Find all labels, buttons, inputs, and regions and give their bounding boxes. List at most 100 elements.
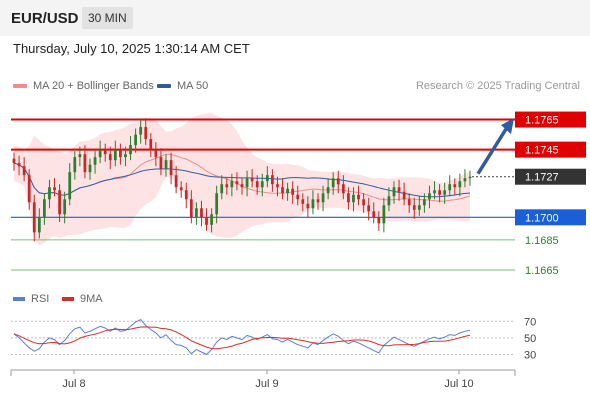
candle-body [331, 178, 335, 188]
candle-body [423, 199, 426, 206]
candle-body [367, 205, 371, 212]
legend-swatch-ma20 [13, 84, 27, 89]
candle-body [164, 160, 168, 170]
legend-item-ma20: MA 20 + Bollinger Bands [13, 80, 154, 92]
candle-body [443, 190, 447, 195]
candle-body [468, 176, 472, 179]
candle-body [250, 178, 254, 182]
candle-body [260, 181, 264, 188]
candle-body [139, 127, 143, 135]
candle-body [83, 154, 87, 173]
candle-body [362, 199, 365, 206]
legend-label-ma50: MA 50 [177, 80, 209, 92]
candle-body [103, 149, 107, 155]
candle-body [48, 187, 51, 200]
candle-body [255, 181, 259, 188]
candle-body [372, 211, 376, 218]
candle-body [27, 175, 31, 203]
candle-body [63, 199, 67, 215]
candle-body [159, 157, 163, 170]
candle-body [189, 199, 193, 218]
candle-body [144, 127, 148, 140]
candle-body [32, 202, 36, 233]
candle-body [12, 158, 16, 164]
candle-body [438, 190, 441, 195]
candle-body [195, 208, 198, 218]
support-tag [515, 209, 586, 226]
last-price-label: 1.1727 [525, 172, 559, 184]
rsi-level-label: 70 [524, 316, 536, 328]
candle-body [311, 199, 315, 209]
candle-body [113, 149, 117, 161]
candle-body [463, 178, 467, 182]
candle-body [68, 172, 72, 200]
research-credit: Research © 2025 Trading Central [415, 80, 580, 92]
candle-body [37, 217, 41, 233]
candle-body [98, 149, 102, 158]
candle-body [402, 191, 406, 200]
candle-body [53, 187, 56, 191]
rsi-level-label: 30 [524, 350, 536, 362]
candle-body [245, 178, 249, 188]
candle-body [265, 175, 269, 182]
candle-body [453, 184, 457, 188]
candle-body [129, 145, 132, 155]
x-tick-label: Jul 10 [444, 378, 473, 390]
projection-arrow-head [501, 118, 514, 135]
timeframe-button[interactable]: 30 MIN [82, 7, 133, 29]
candle-body [347, 193, 350, 203]
candle-body [286, 188, 289, 194]
candle-body [448, 184, 452, 191]
candle-body [301, 199, 305, 204]
candle-body [240, 184, 244, 188]
candle-body [336, 178, 340, 185]
legend-swatch-ma50 [157, 84, 171, 89]
candle-body [154, 149, 158, 158]
candle-body [397, 187, 401, 192]
candle-body [200, 208, 203, 218]
candle-body [357, 194, 360, 200]
candle-body [316, 199, 320, 203]
candle-body [134, 134, 137, 146]
rsi-ma-line [13, 326, 471, 350]
header-bar: EUR/USD 30 MIN [0, 0, 590, 36]
projection-arrow [476, 128, 508, 175]
candle-body [124, 154, 127, 158]
legend-item-rsi: RSI [13, 293, 49, 305]
candle-body [93, 157, 97, 165]
candle-body [88, 164, 92, 173]
candle-body [22, 166, 26, 176]
candle-body [220, 184, 224, 194]
candle-body [281, 187, 284, 194]
candle-body [179, 187, 183, 191]
candle-body [417, 205, 421, 210]
resistance-tag [515, 111, 586, 128]
minor-support-label: 1.1665 [525, 265, 559, 277]
candle-body [352, 194, 355, 203]
candle-body [296, 194, 300, 200]
candle-body [428, 193, 431, 200]
last-price-tag [515, 168, 586, 185]
candle-body [291, 188, 295, 195]
candle-body [17, 163, 21, 167]
candle-body [230, 181, 234, 188]
candle-body [276, 184, 279, 188]
candle-body [382, 205, 386, 224]
candle-body [341, 184, 345, 194]
candle-body [108, 154, 112, 161]
candle-body [377, 217, 381, 224]
legend-item-ma50: MA 50 [157, 80, 208, 92]
legend-label-rsi-ma: 9MA [80, 293, 103, 305]
candle-body [184, 190, 188, 200]
resistance-tag [515, 141, 586, 158]
candle-body [407, 199, 411, 206]
instrument-title: EUR/USD [11, 10, 79, 27]
legend-swatch-rsi [13, 297, 25, 302]
candle-body [43, 199, 46, 218]
rsi-level-label: 50 [524, 333, 536, 345]
minor-support-label: 1.1685 [525, 235, 559, 247]
support-label: 1.1700 [525, 212, 559, 224]
candle-body [412, 205, 416, 210]
candle-body [58, 190, 61, 215]
